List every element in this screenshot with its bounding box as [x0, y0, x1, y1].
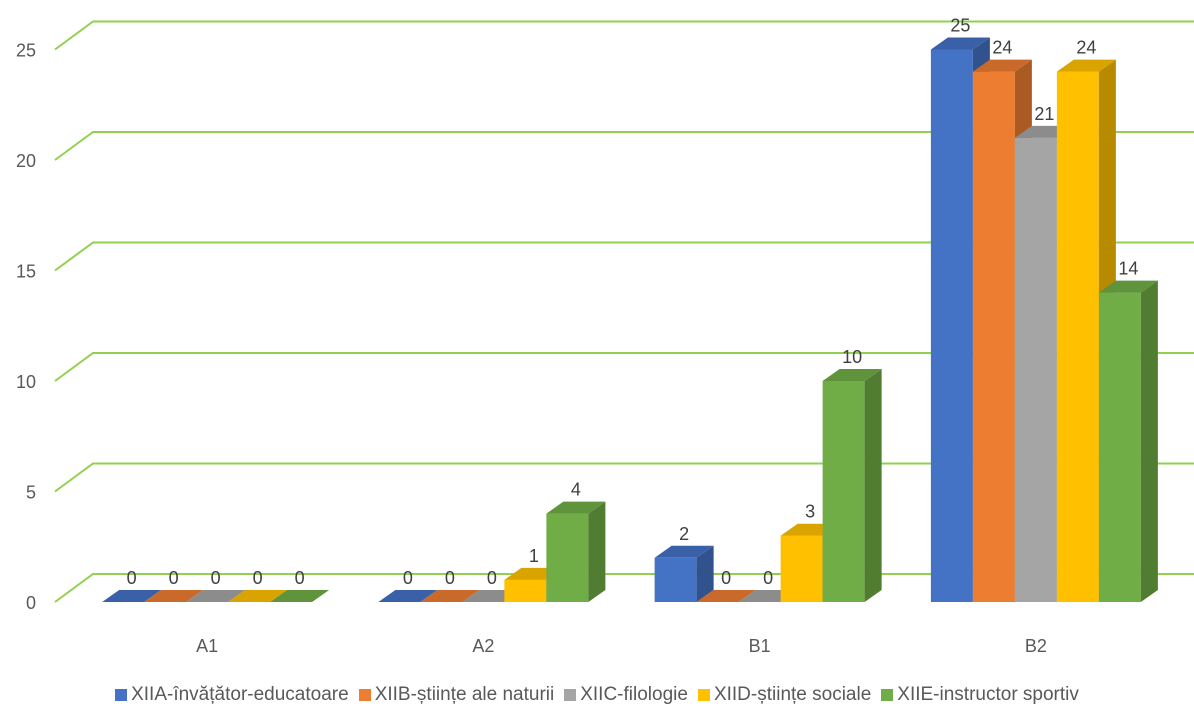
gridline — [54, 131, 1194, 161]
gridline — [54, 20, 1194, 51]
bar — [696, 590, 756, 602]
legend-label: XIID-științe sociale — [713, 684, 872, 705]
data-label: 10 — [842, 347, 862, 367]
legend-swatch — [697, 689, 710, 701]
y-tick-label: 25 — [16, 41, 36, 61]
data-label: 2 — [679, 524, 689, 544]
legend: XIIA-învățător-educatoare XIIB-științe al… — [0, 684, 1194, 706]
x-tick-label: A1 — [196, 636, 218, 656]
data-label: 0 — [721, 568, 731, 588]
legend-label: XIIA-învățător-educatoare — [131, 684, 349, 705]
bar — [102, 590, 162, 602]
bar — [1098, 280, 1158, 602]
bar — [546, 501, 606, 602]
data-label: 0 — [295, 568, 305, 588]
data-label: 1 — [529, 546, 539, 566]
y-tick-label: 10 — [16, 372, 36, 392]
y-tick-label: 15 — [16, 262, 36, 282]
data-label: 0 — [169, 568, 179, 588]
y-tick-label: 5 — [26, 483, 36, 503]
data-label: 0 — [487, 568, 497, 588]
data-label: 24 — [992, 38, 1012, 58]
x-tick-label: A2 — [472, 636, 494, 656]
bar — [420, 590, 480, 602]
bar — [378, 590, 438, 602]
bars — [102, 37, 1158, 603]
bar — [186, 590, 246, 602]
data-label: 24 — [1076, 38, 1096, 58]
bar — [270, 590, 330, 602]
legend-item: XIIA-învățător-educatoare — [115, 684, 349, 706]
data-label: 0 — [127, 568, 137, 588]
gridline — [54, 352, 1194, 382]
x-tick-label: B1 — [749, 636, 771, 656]
gridline — [54, 241, 1194, 272]
data-label: 0 — [211, 568, 221, 588]
legend-swatch — [881, 689, 894, 701]
bar — [144, 590, 204, 602]
x-tick-label: B2 — [1025, 636, 1047, 656]
legend-label: XIIE-instructor sportiv — [897, 684, 1079, 705]
bar — [822, 369, 882, 602]
y-tick-label: 0 — [26, 593, 36, 613]
legend-swatch — [115, 689, 128, 701]
y-tick-label: 20 — [16, 151, 36, 171]
data-label: 14 — [1118, 259, 1138, 279]
data-label: 0 — [403, 568, 413, 588]
x-axis-ticks: A1 A2 B1 B2 — [196, 636, 1047, 656]
y-axis-ticks: 0 5 10 15 20 25 — [16, 41, 36, 614]
data-label: 3 — [805, 502, 815, 522]
legend-swatch — [358, 689, 371, 701]
data-label: 25 — [950, 16, 970, 36]
data-label: 21 — [1034, 104, 1054, 124]
data-label: 0 — [763, 568, 773, 588]
legend-item: XIIE-instructor sportiv — [881, 684, 1079, 706]
legend-swatch — [564, 689, 577, 701]
data-label: 0 — [445, 568, 455, 588]
data-label: 4 — [571, 480, 581, 500]
legend-item: XIIC-filologie — [564, 684, 688, 706]
legend-label: XIIB-științe ale naturii — [374, 684, 555, 705]
legend-label: XIIC-filologie — [580, 684, 688, 705]
legend-item: XIID-științe sociale — [697, 684, 872, 706]
bar — [654, 545, 714, 602]
bar — [228, 590, 288, 602]
data-label: 0 — [253, 568, 263, 588]
legend-item: XIIB-științe ale naturii — [358, 684, 555, 706]
